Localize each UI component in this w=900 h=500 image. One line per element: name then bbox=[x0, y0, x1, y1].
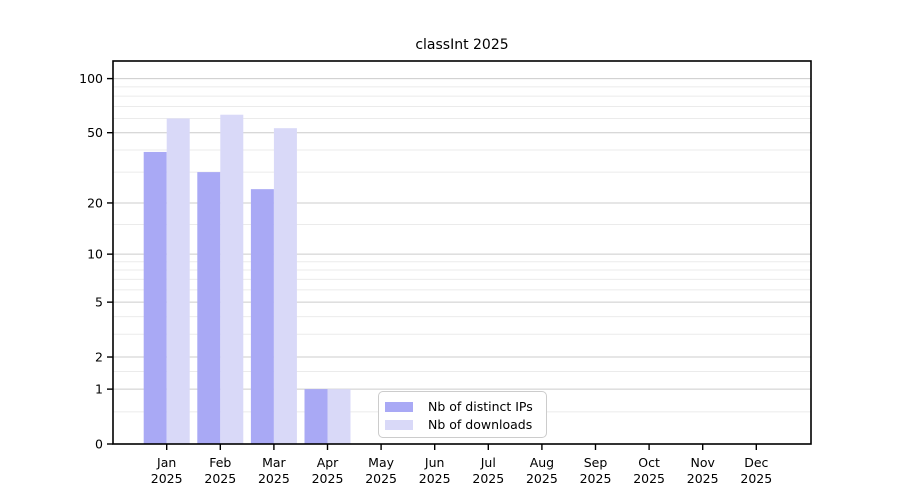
legend-item-downloads: Nb of downloads bbox=[385, 416, 538, 433]
legend-label-distinct-ips: Nb of distinct IPs bbox=[428, 399, 533, 414]
y-tick-label-20: 20 bbox=[87, 195, 103, 210]
y-tick-label-10: 10 bbox=[87, 247, 103, 262]
x-tick-label-apr: Apr 2025 bbox=[312, 455, 344, 486]
legend-item-distinct-ips: Nb of distinct IPs bbox=[385, 398, 538, 415]
x-tick-label-dec: Dec 2025 bbox=[740, 455, 772, 486]
y-tick-label-1: 1 bbox=[95, 382, 103, 397]
bars-downloads bbox=[166, 114, 351, 444]
chart-title: classInt 2025 bbox=[415, 37, 509, 53]
legend-swatch-distinct-ips bbox=[385, 401, 413, 412]
y-tick-label-0: 0 bbox=[95, 437, 103, 452]
bars-distinct-ips bbox=[143, 151, 328, 445]
x-tick-label-jul: Jul 2025 bbox=[472, 455, 504, 486]
bar-distinct-ips-feb bbox=[197, 172, 221, 445]
bar-distinct-ips-jan bbox=[143, 151, 167, 445]
bar-downloads-jan bbox=[166, 118, 190, 444]
legend-swatch-downloads bbox=[385, 419, 413, 430]
bar-downloads-apr bbox=[327, 389, 351, 444]
x-tick-label-sep: Sep 2025 bbox=[580, 455, 612, 486]
x-tick-label-mar: Mar 2025 bbox=[258, 455, 290, 486]
x-tick-label-nov: Nov 2025 bbox=[687, 455, 719, 486]
x-tick-label-oct: Oct 2025 bbox=[633, 455, 665, 486]
x-tick-label-aug: Aug 2025 bbox=[526, 455, 558, 486]
y-tick-label-5: 5 bbox=[95, 295, 103, 310]
bar-distinct-ips-mar bbox=[250, 189, 274, 444]
y-tick-label-100: 100 bbox=[79, 71, 103, 86]
y-axis-ticks: 0 1 2 5 10 20 50 100 bbox=[79, 71, 113, 452]
y-tick-label-2: 2 bbox=[95, 350, 103, 365]
legend: Nb of distinct IPs Nb of downloads bbox=[378, 391, 547, 438]
plot-border bbox=[112, 60, 812, 445]
x-tick-label-may: May 2025 bbox=[365, 455, 397, 486]
bar-downloads-feb bbox=[220, 114, 244, 444]
legend-label-downloads: Nb of downloads bbox=[428, 417, 533, 432]
x-tick-label-jan: Jan 2025 bbox=[151, 455, 183, 486]
y-tick-label-50: 50 bbox=[87, 125, 103, 140]
x-axis-ticks: Jan 2025 Feb 2025 Mar 2025 Apr 2025 May 2025 Jun 20… bbox=[151, 444, 772, 486]
x-tick-label-jun: Jun 2025 bbox=[419, 455, 451, 486]
x-tick-label-feb: Feb 2025 bbox=[204, 455, 236, 486]
bar-distinct-ips-apr bbox=[304, 389, 328, 444]
bar-downloads-mar bbox=[273, 128, 297, 444]
